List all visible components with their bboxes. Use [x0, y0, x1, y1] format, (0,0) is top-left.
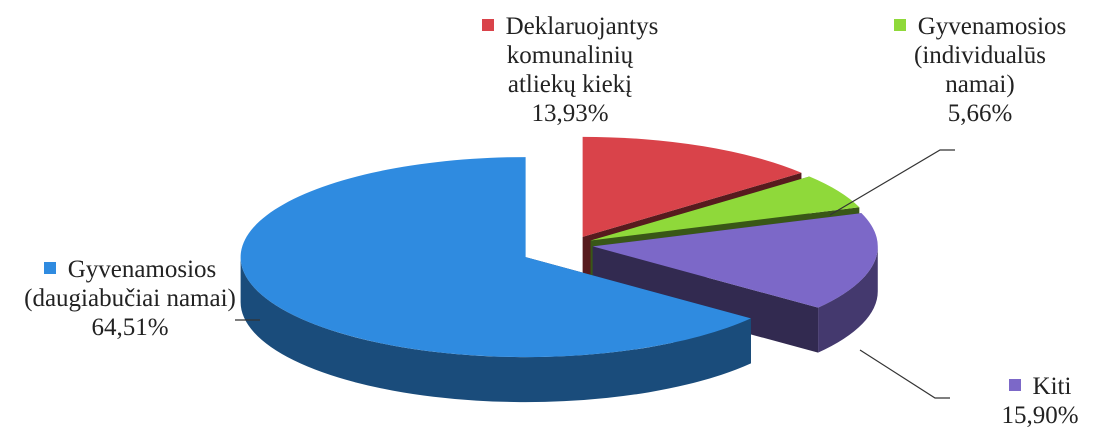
slice-side: [240, 257, 751, 403]
slice-side: [818, 246, 878, 353]
pie-slice: [582, 136, 802, 237]
value-label: 5,66%: [947, 100, 1013, 127]
leader-line: [859, 349, 950, 399]
leader-line: [829, 149, 955, 216]
category-label: Gyvenamosios (individualūs namai): [914, 13, 1067, 98]
slice-label: Gyvenamosios (individualūs namai) 5,66%: [880, 12, 1080, 128]
slice-label: Kiti 15,90%: [965, 372, 1105, 430]
value-label: 15,90%: [1001, 402, 1079, 429]
legend-marker: [43, 262, 56, 274]
category-label: Gyvenamosios (daugiabučiai namai): [24, 256, 236, 312]
slice-label: Deklaruojantys komunalinių atliekų kiekį…: [470, 12, 670, 128]
slice-cut: [592, 246, 819, 353]
pie-tops: [240, 136, 878, 358]
category-label: Deklaruojantys komunalinių atliekų kiekį: [505, 13, 659, 98]
legend-marker: [481, 19, 494, 31]
pie-slice: [592, 213, 878, 308]
pie-slice: [590, 176, 860, 241]
value-label: 13,93%: [531, 100, 609, 127]
pie-slice: [240, 157, 751, 358]
value-label: 64,51%: [91, 314, 169, 341]
category-label: Kiti: [1032, 373, 1072, 400]
slice-label: Gyvenamosios (daugiabučiai namai) 64,51%: [10, 255, 250, 342]
legend-marker: [893, 19, 906, 31]
legend-marker: [1008, 379, 1021, 391]
